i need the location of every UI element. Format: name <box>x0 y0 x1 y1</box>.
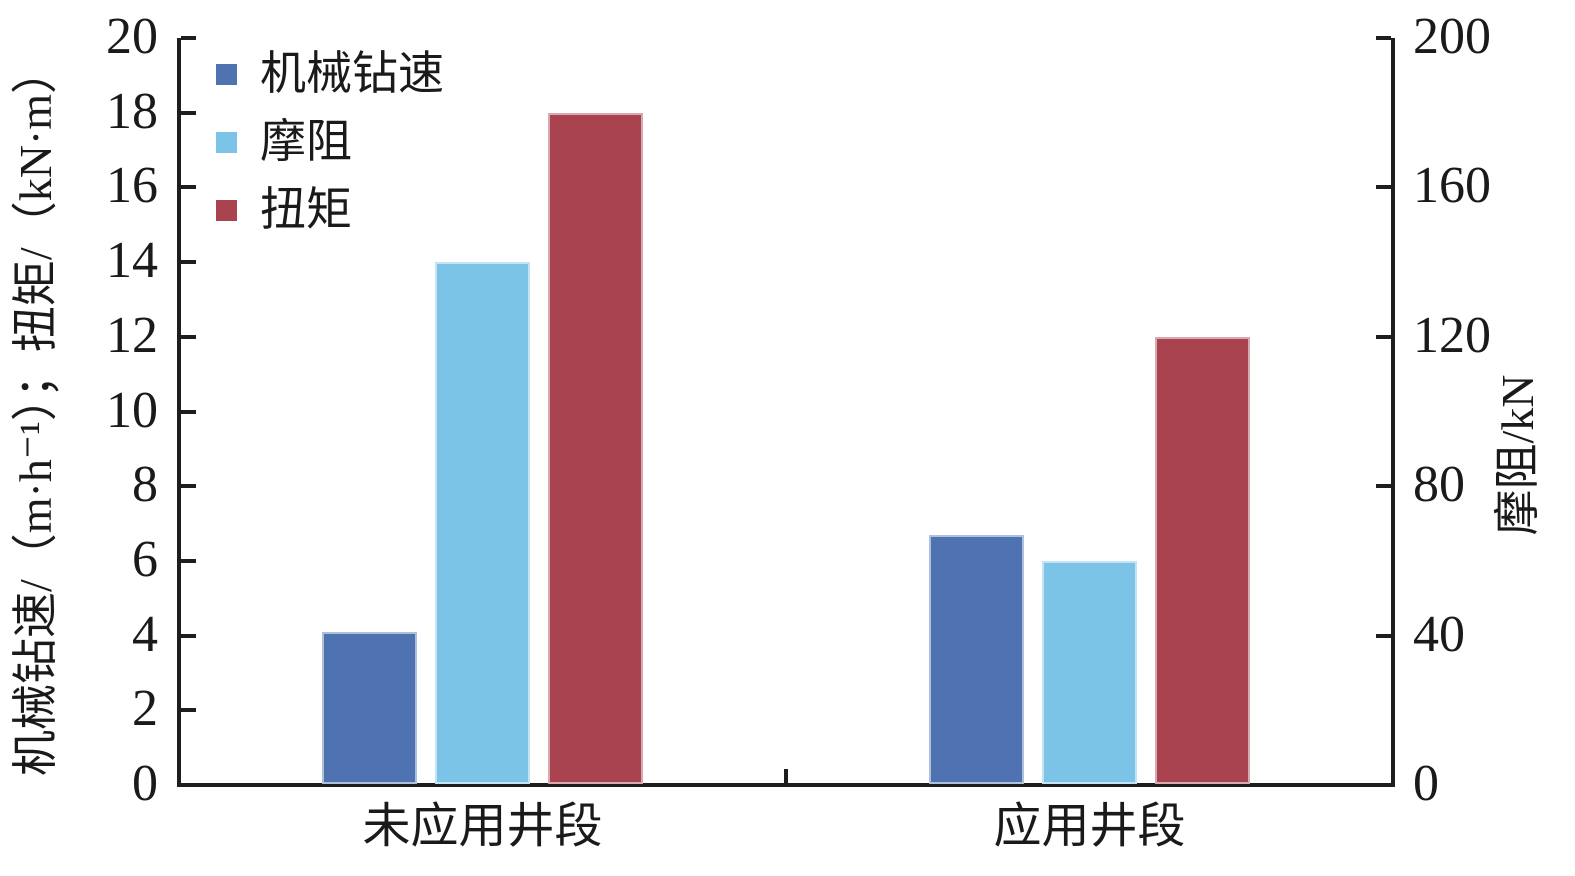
left-axis-tick <box>181 36 196 40</box>
legend-label: 机械钻速 <box>260 48 444 99</box>
right-axis-tick <box>1376 633 1391 638</box>
right-axis-tick-label: 120 <box>1413 306 1491 364</box>
legend: 机械钻速 摩阻 扭矩 <box>216 50 444 234</box>
left-axis-tick <box>181 783 196 787</box>
left-axis-tick-label: 16 <box>106 157 158 215</box>
bar-摩阻-2 <box>1042 560 1137 784</box>
legend-item-机械钻速: 机械钻速 <box>216 50 444 98</box>
legend-swatch-icon <box>216 131 237 153</box>
left-axis-tick-label: 8 <box>132 456 158 514</box>
right-axis-tick-label: 80 <box>1413 456 1465 514</box>
left-axis-tick <box>181 708 196 713</box>
legend-item-扭矩: 扭矩 <box>216 186 444 234</box>
left-axis-tick-label: 14 <box>106 232 158 290</box>
right-axis-tick <box>1376 334 1391 339</box>
bar-机械钻速-1 <box>322 631 417 784</box>
right-axis-tick-label: 40 <box>1413 605 1465 663</box>
right-axis-tick-label: 200 <box>1413 7 1491 65</box>
left-axis-tick <box>181 334 196 339</box>
left-axis-tick-label: 18 <box>106 82 158 140</box>
legend-swatch-icon <box>216 63 237 85</box>
left-axis-tick-label: 2 <box>132 680 158 738</box>
bar-扭矩-2 <box>1155 336 1250 784</box>
bar-摩阻-1 <box>435 262 530 784</box>
left-axis-tick <box>181 110 196 115</box>
left-axis-tick-label: 0 <box>132 754 158 812</box>
left-axis-tick <box>181 558 196 563</box>
left-axis-tick <box>181 409 196 414</box>
category-label: 应用井段 <box>993 800 1186 853</box>
right-axis-line <box>1391 38 1395 787</box>
left-axis-tick-label: 12 <box>106 306 158 364</box>
right-axis-tick <box>1376 185 1391 190</box>
right-axis-tick <box>1376 783 1391 787</box>
left-axis-tick-label: 4 <box>132 605 158 663</box>
bar-机械钻速-2 <box>929 534 1024 784</box>
legend-label: 摩阻 <box>260 116 352 167</box>
legend-item-摩阻: 摩阻 <box>216 118 444 166</box>
bar-扭矩-1 <box>548 112 643 784</box>
left-axis-tick <box>181 484 196 489</box>
left-axis-tick-label: 10 <box>106 381 158 439</box>
left-axis-tick-label: 6 <box>132 530 158 588</box>
right-axis-tick <box>1376 484 1391 489</box>
right-axis-tick <box>1376 36 1391 40</box>
category-label: 未应用井段 <box>362 800 603 853</box>
left-axis-tick <box>181 185 196 190</box>
right-axis-title: 摩阻/kN <box>1492 374 1543 536</box>
bottom-axis-line <box>177 783 1395 787</box>
left-axis-tick <box>181 260 196 265</box>
left-axis-tick <box>181 633 196 638</box>
x-axis-mid-tick <box>784 769 788 783</box>
left-axis-line <box>177 38 181 787</box>
left-axis-tick-label: 20 <box>106 7 158 65</box>
legend-label: 扭矩 <box>260 184 352 235</box>
right-axis-tick-label: 160 <box>1413 157 1491 215</box>
legend-swatch-icon <box>216 199 237 221</box>
right-axis-tick-label: 0 <box>1413 754 1439 812</box>
